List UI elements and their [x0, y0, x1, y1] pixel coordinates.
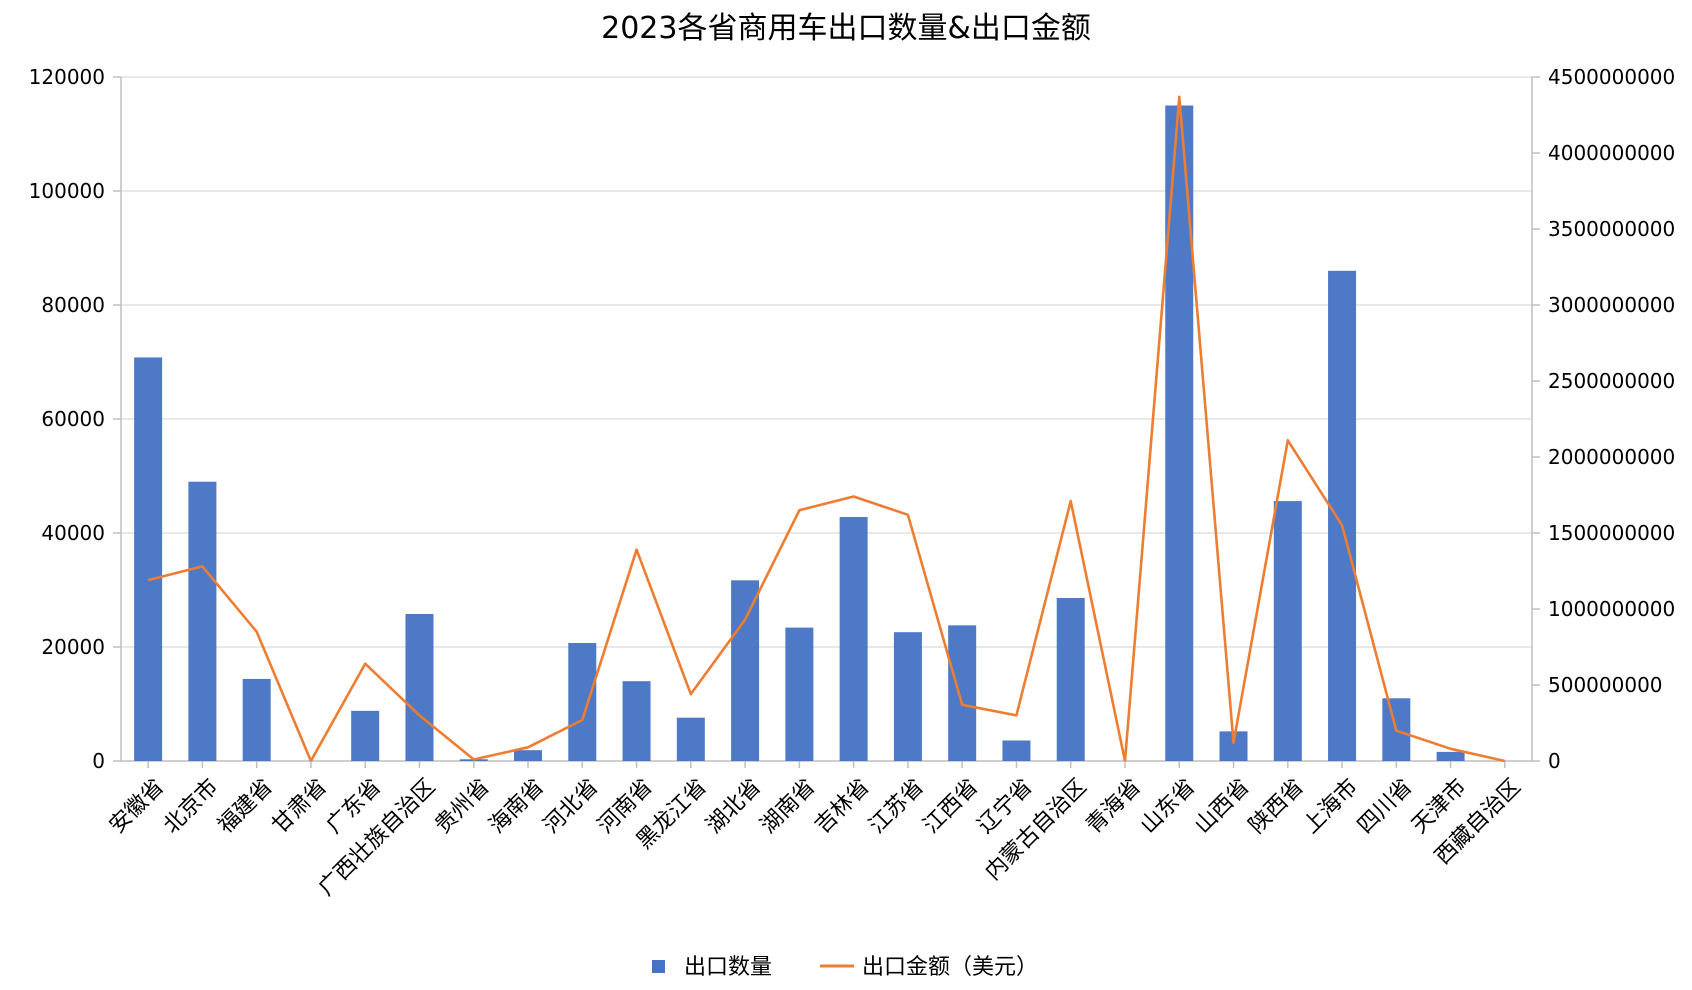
bar	[514, 750, 543, 761]
category-label: 贵州省	[430, 774, 494, 838]
legend: 出口数量 出口金额（美元）	[652, 955, 1038, 980]
chart-title: 2023各省商用车出口数量&出口金额	[601, 11, 1091, 46]
category-label: 安徽省	[105, 774, 169, 838]
bar	[785, 627, 814, 761]
category-label: 上海市	[1299, 774, 1363, 838]
bar	[568, 643, 597, 761]
bar	[242, 678, 271, 761]
bar	[676, 717, 705, 761]
category-label: 甘肃省	[268, 774, 332, 838]
bar	[134, 357, 163, 761]
bar	[1273, 501, 1302, 761]
right-tick-label: 1500000000	[1548, 521, 1675, 545]
right-tick-label: 0	[1548, 749, 1561, 773]
left-tick-label: 20000	[41, 635, 105, 659]
category-label: 湖南省	[756, 774, 820, 838]
category-label: 陕西省	[1244, 774, 1308, 838]
bar	[1436, 751, 1465, 761]
bar	[1002, 740, 1031, 761]
right-tick-label: 1000000000	[1548, 597, 1675, 621]
category-label: 北京市	[159, 774, 223, 838]
right-tick-label: 4000000000	[1548, 141, 1675, 165]
bar	[1328, 270, 1357, 761]
right-tick-label: 3500000000	[1548, 217, 1675, 241]
right-axis-ticks: 0 500000000 1000000000 1500000000 2000000000…	[1532, 65, 1675, 773]
right-tick-label: 2500000000	[1548, 369, 1675, 393]
category-label: 湖北省	[702, 774, 766, 838]
right-tick-label: 4500000000	[1548, 65, 1675, 89]
bar	[948, 625, 977, 761]
category-label: 吉林省	[810, 774, 874, 838]
bar	[622, 681, 651, 761]
right-tick-label: 500000000	[1548, 673, 1663, 697]
category-labels: 安徽省北京市福建省甘肃省广东省广西壮族自治区贵州省海南省河北省河南省黑龙江省湖北…	[105, 761, 1526, 901]
legend-label-bar: 出口数量	[684, 955, 772, 980]
bar	[188, 481, 217, 761]
category-label: 山东省	[1136, 774, 1200, 838]
series-line	[147, 95, 1506, 763]
left-tick-label: 100000	[29, 179, 105, 203]
right-tick-label: 3000000000	[1548, 293, 1675, 317]
grid-lines	[121, 76, 1532, 648]
category-label: 福建省	[213, 774, 277, 838]
category-label: 青海省	[1082, 774, 1146, 838]
legend-swatch-bar	[652, 960, 665, 973]
bar	[351, 710, 380, 761]
left-tick-label: 40000	[41, 521, 105, 545]
category-label: 四川省	[1353, 774, 1417, 838]
category-label: 江西省	[919, 774, 983, 838]
category-label: 河北省	[539, 774, 603, 838]
bar-series	[134, 105, 1465, 761]
category-label: 江苏省	[865, 774, 929, 838]
left-tick-label: 0	[92, 749, 105, 773]
bar	[731, 580, 760, 761]
left-tick-label: 60000	[41, 407, 105, 431]
bar	[1056, 597, 1085, 761]
legend-label-line: 出口金额（美元）	[862, 955, 1038, 980]
bar	[405, 613, 434, 761]
left-tick-label: 120000	[29, 65, 105, 89]
bar	[893, 632, 922, 761]
left-tick-label: 80000	[41, 293, 105, 317]
bar	[839, 517, 868, 761]
category-label: 海南省	[485, 774, 549, 838]
category-label: 山西省	[1190, 774, 1254, 838]
right-tick-label: 2000000000	[1548, 445, 1675, 469]
left-axis-ticks: 0 20000 40000 60000 80000 100000 120000	[29, 65, 121, 773]
line-series	[147, 95, 1506, 763]
